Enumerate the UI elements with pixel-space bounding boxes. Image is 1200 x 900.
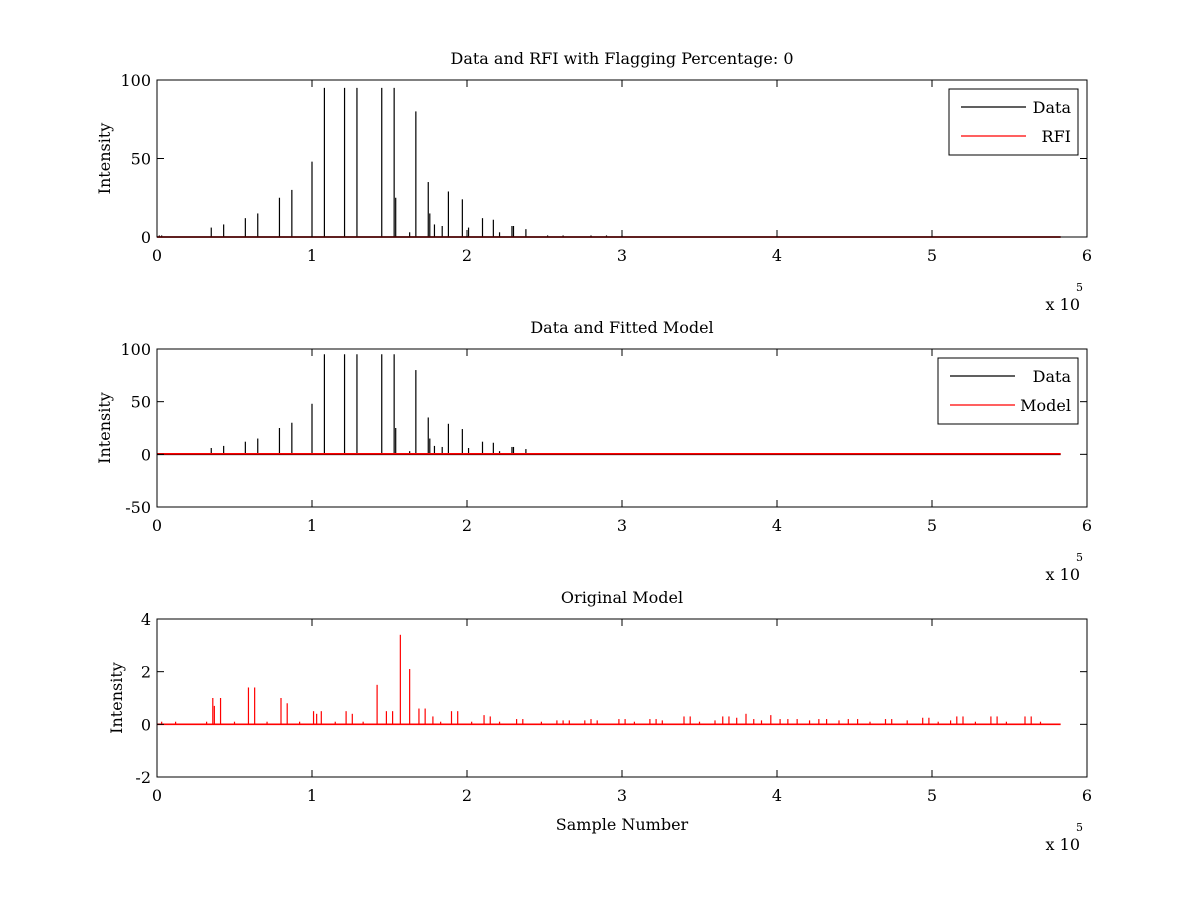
x-tick-label: 0 xyxy=(152,786,162,805)
series-line xyxy=(157,634,1061,726)
x-tick-label: 3 xyxy=(617,516,627,535)
legend-label-data: Data xyxy=(1033,367,1072,386)
y-tick-label: -2 xyxy=(135,768,151,787)
y-tick-label: 0 xyxy=(141,228,151,247)
y-axis-label: Intensity xyxy=(107,662,126,734)
legend-label-rfi: RFI xyxy=(1042,127,1071,146)
y-tick-label: 100 xyxy=(120,340,151,359)
y-tick-label: 0 xyxy=(141,445,151,464)
x-tick-label: 6 xyxy=(1082,516,1092,535)
x-tick-label: 3 xyxy=(617,246,627,265)
x-tick-label: 1 xyxy=(307,786,317,805)
x-multiplier-base: x 10 xyxy=(1046,835,1080,854)
y-axis-label: Intensity xyxy=(95,123,114,195)
x-multiplier-exponent: 5 xyxy=(1076,281,1083,294)
y-tick-label: 100 xyxy=(120,71,151,90)
y-axis-label: Intensity xyxy=(95,392,114,464)
y-tick-label: 4 xyxy=(141,610,151,629)
x-tick-label: 4 xyxy=(772,786,782,805)
y-tick-label: -50 xyxy=(125,498,151,517)
x-tick-label: 5 xyxy=(927,516,937,535)
legend-label-data: Data xyxy=(1033,98,1072,117)
y-tick-label: 2 xyxy=(141,663,151,682)
subplot-title: Original Model xyxy=(561,588,683,607)
x-tick-label: 6 xyxy=(1082,786,1092,805)
x-tick-label: 1 xyxy=(307,516,317,535)
y-tick-label: 50 xyxy=(131,393,151,412)
legend-label-model: Model xyxy=(1020,396,1071,415)
x-tick-label: 4 xyxy=(772,246,782,265)
x-tick-label: 6 xyxy=(1082,246,1092,265)
subplot-title: Data and Fitted Model xyxy=(530,318,713,337)
subplot-title: Data and RFI with Flagging Percentage: 0 xyxy=(450,49,793,68)
x-tick-label: 0 xyxy=(152,516,162,535)
legend-box xyxy=(948,88,1079,156)
legend: Data Model xyxy=(937,357,1079,425)
x-tick-label: 2 xyxy=(462,516,472,535)
plot-area xyxy=(157,619,1087,777)
legend-box xyxy=(937,357,1079,425)
x-multiplier-base: x 10 xyxy=(1046,295,1080,314)
x-tick-label: 0 xyxy=(152,246,162,265)
x-tick-label: 3 xyxy=(617,786,627,805)
x-multiplier-exponent: 5 xyxy=(1076,821,1083,834)
legend: Data RFI xyxy=(948,88,1079,156)
y-tick-label: 50 xyxy=(131,150,151,169)
x-multiplier-exponent: 5 xyxy=(1076,551,1083,564)
x-tick-label: 2 xyxy=(462,786,472,805)
x-multiplier-base: x 10 xyxy=(1046,565,1080,584)
x-tick-label: 1 xyxy=(307,246,317,265)
x-tick-label: 5 xyxy=(927,246,937,265)
x-tick-label: 4 xyxy=(772,516,782,535)
x-tick-label: 5 xyxy=(927,786,937,805)
plot-area xyxy=(157,80,1087,237)
x-tick-label: 2 xyxy=(462,246,472,265)
y-tick-label: 0 xyxy=(141,715,151,734)
x-axis-label: Sample Number xyxy=(556,815,689,834)
